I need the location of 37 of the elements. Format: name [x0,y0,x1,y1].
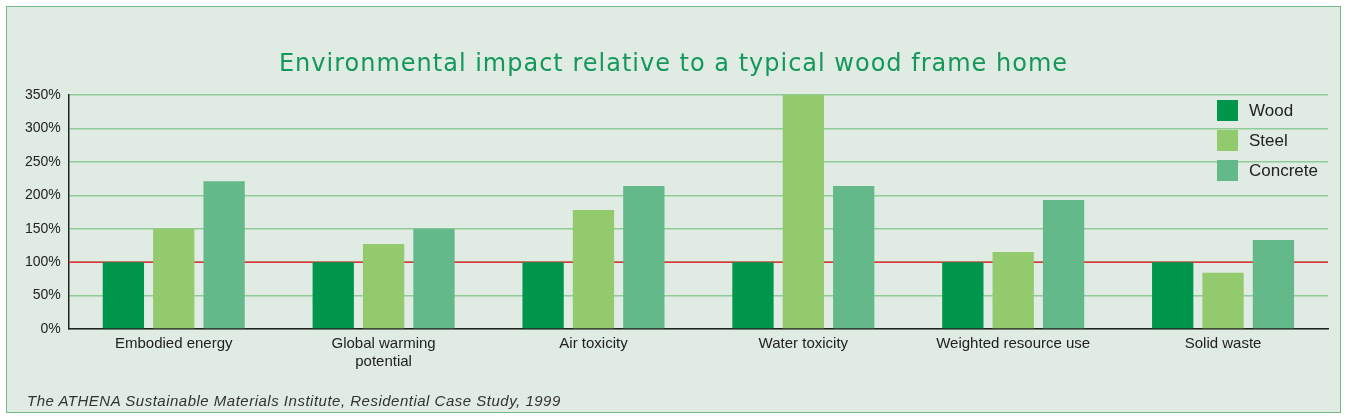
x-tick-label: Weighted resource use [936,334,1091,352]
bar [413,228,455,329]
bar [782,95,824,329]
y-tick-label: 100% [24,253,61,269]
y-tick-label: 0% [40,319,61,336]
bar [522,262,564,329]
bar [992,252,1034,329]
bar [1202,272,1244,329]
chart-title: Environmental impact relative to a typical wood frame home [277,49,1070,77]
bar [833,185,875,329]
x-tick-label: Solid waste [1184,334,1262,352]
legend-label: Wood [1249,100,1294,120]
bar [153,228,195,329]
bar [1042,199,1085,329]
bar [732,262,774,329]
bar [1152,262,1194,329]
y-tick-label: 350% [24,85,61,102]
x-tick-label: Air toxicity [559,334,629,352]
bar [1252,240,1295,329]
y-tick-label: 150% [24,219,61,236]
x-tick-label: Global warming potential [331,334,436,370]
y-tick-label: 200% [24,186,61,203]
bar [312,262,354,329]
bar [942,262,984,329]
bar [203,181,245,329]
bar [102,262,145,329]
bar [362,244,405,329]
y-tick-label: 300% [24,119,61,136]
legend-label: Steel [1249,130,1288,150]
legend-label: Concrete [1249,160,1318,180]
x-tick-label: Embodied energy [114,334,234,352]
bar [623,185,665,329]
text: The ATHENA Sustainable Materials Institute, Residential Case Study, 1999 [27,392,561,409]
y-tick-label: 250% [24,152,61,169]
y-tick-label: 50% [32,286,61,303]
x-tick-label: Water toxicity [758,334,849,352]
bar [572,209,615,329]
